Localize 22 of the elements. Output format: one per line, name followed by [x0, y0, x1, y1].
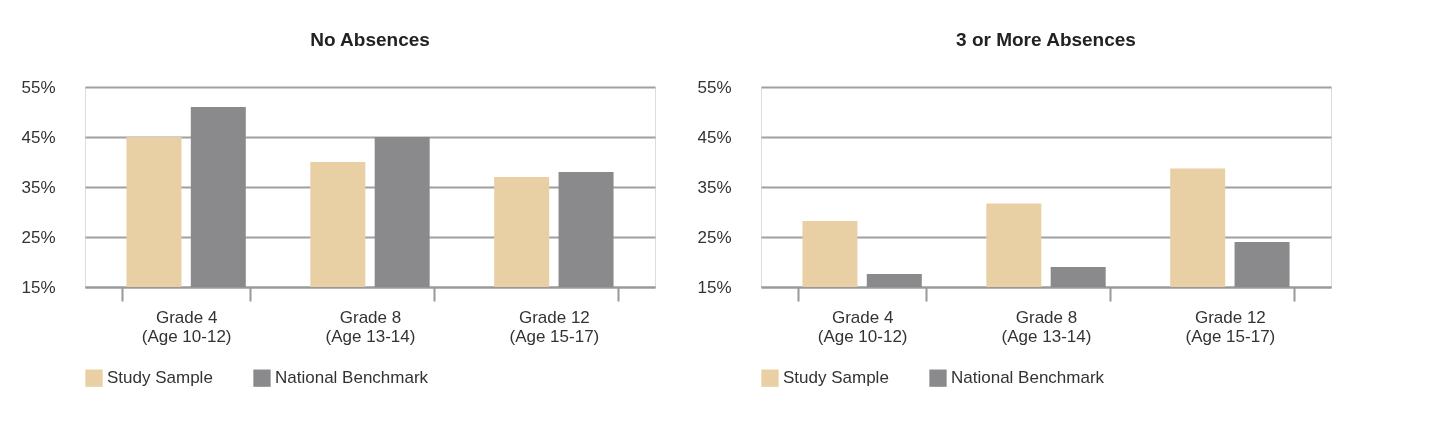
y-tick-label: 25% [697, 227, 732, 247]
y-tick-label: 25% [21, 227, 56, 247]
y-tick-label: 55% [697, 77, 732, 97]
x-tick-label: Grade 12 (Age 15-17) [1185, 307, 1276, 346]
y-tick-label: 45% [697, 127, 732, 147]
legend-label: Study Sample [783, 368, 889, 388]
legend-label: National Benchmark [951, 368, 1105, 388]
y-tick-label: 35% [697, 177, 732, 197]
x-tick-label: Grade 4 (Age 10-12) [141, 307, 232, 346]
legend-label: National Benchmark [275, 368, 429, 388]
y-tick-label: 45% [21, 127, 56, 147]
y-tick-label: 35% [21, 177, 56, 197]
y-tick-label: 55% [21, 77, 56, 97]
y-tick-label: 15% [21, 277, 56, 297]
legend-label: Study Sample [107, 368, 213, 388]
x-tick-label: Grade 12 (Age 15-17) [509, 307, 600, 346]
x-tick-label: Grade 8 (Age 13-14) [1001, 307, 1092, 346]
chart-title: No Absences [310, 29, 430, 50]
y-tick-label: 15% [697, 277, 732, 297]
x-tick-label: Grade 8 (Age 13-14) [325, 307, 416, 346]
chart-title: 3 or More Absences [956, 29, 1136, 50]
x-tick-label: Grade 4 (Age 10-12) [817, 307, 908, 346]
